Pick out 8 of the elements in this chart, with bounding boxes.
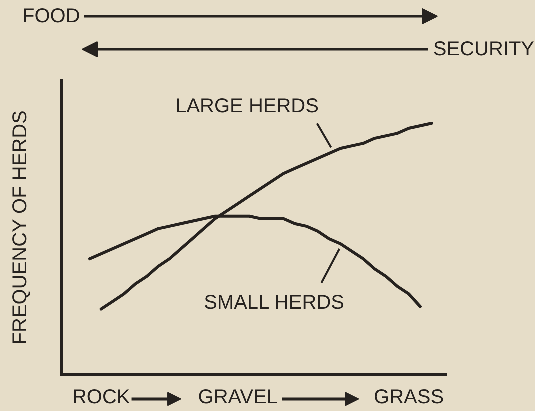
legend-label: SMALL HERDS [204,292,345,314]
series-label: LARGE HERDS [176,96,319,118]
text: SECURITY [433,38,534,60]
y-axis-title: FREQUENCY OF HERDS [10,110,32,345]
x-tick-label: ROCK [72,386,131,408]
x-tick-label: GRASS [374,386,444,408]
text: FOOD [22,6,80,28]
x-tick-label: GRAVEL [198,386,278,408]
